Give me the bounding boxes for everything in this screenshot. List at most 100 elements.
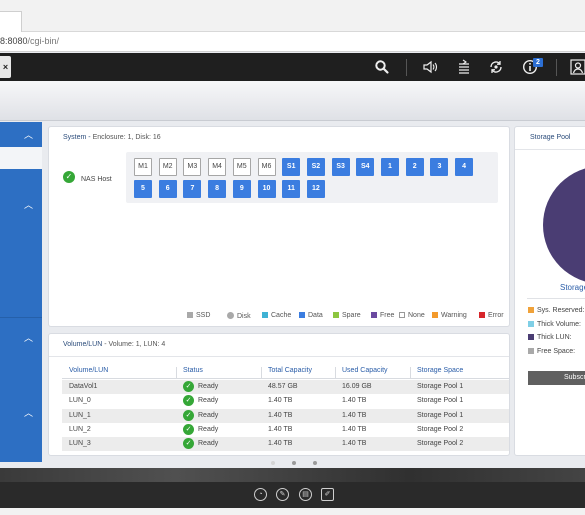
disk-slot[interactable]: 2 [405,158,424,176]
legend-label: Thick Volume: [537,320,581,328]
close-button[interactable]: × [0,56,11,78]
column-header[interactable]: Used Capacity [342,367,388,374]
column-header[interactable]: Volume/LUN [69,367,109,374]
legend-label: None [408,312,425,319]
disk-slot[interactable]: S1 [282,158,301,176]
browser-tabstrip [0,0,585,33]
chevron-up-icon[interactable]: ︿ [24,200,34,210]
storage-legend-item: Thick Volume: [528,320,581,328]
pager-dot-active[interactable] [271,461,275,465]
system-panel: System - Enclosure: 1, Disk: 16 ✓ NAS Ho… [48,126,510,327]
column-header[interactable]: Status [183,367,203,374]
legend-label: Warning [441,312,467,319]
table-row[interactable]: LUN_1 ✓ Ready 1.40 TB 1.40 TB Storage Pool 1 [62,408,509,423]
window-bottom-edge [0,508,585,515]
legend-swatch [528,307,534,313]
search-icon[interactable] [374,59,390,75]
disk-slot[interactable]: 5 [134,180,152,198]
chevron-up-icon[interactable]: ︿ [24,130,34,140]
address-bar[interactable]: 8:8080/cgi-bin/ [0,32,585,52]
sidebar: ︿ ︿ ︿ ︿ [0,122,42,462]
legend-label: Free Space: [537,348,576,356]
sidebar-divider [0,317,42,318]
disk-slot[interactable]: S2 [306,158,325,176]
legend-swatch [479,312,485,318]
chevron-up-icon[interactable]: ︿ [24,333,34,343]
disk-slot[interactable]: 9 [232,180,251,198]
browser-tab[interactable] [0,11,22,33]
pager-dot[interactable] [292,461,296,465]
disk-slot[interactable]: M5 [232,158,251,176]
legend-swatch [187,312,193,318]
stack-icon[interactable] [456,59,472,75]
disk-slot[interactable]: 8 [208,180,227,198]
table-cell: 1.40 TB [268,397,293,405]
disk-slot[interactable]: M1 [134,158,152,176]
disk-slot[interactable]: 6 [158,180,177,198]
edit-icon[interactable]: ✐ [321,488,334,501]
disk-slot[interactable]: 3 [430,158,449,176]
legend-swatch [262,312,268,318]
status-ok-icon: ✓ [183,438,194,450]
legend-label: Spare [342,312,361,319]
disk-slot[interactable]: M3 [183,158,202,176]
table-row[interactable]: LUN_3 ✓ Ready 1.40 TB 1.40 TB Storage Pool 2 [62,437,509,452]
disk-slot[interactable]: 1 [381,158,399,176]
sync-icon[interactable] [488,59,504,75]
sidebar-item-active[interactable] [0,147,42,169]
volume-panel: Volume/LUN - Volume: 1, LUN: 4 Volume/LU… [48,333,510,456]
table-row[interactable]: LUN_0 ✓ Ready 1.40 TB 1.40 TB Storage Pool 1 [62,394,509,408]
disk-slot[interactable]: 10 [257,180,276,198]
legend-item: Data [299,312,323,319]
storage-pool-caption: Storage [560,283,585,292]
legend-swatch [399,312,405,318]
table-row[interactable]: LUN_2 ✓ Ready 1.40 TB 1.40 TB Storage Pool 2 [62,423,509,437]
disk-slot[interactable]: S4 [356,158,375,176]
disk-slot[interactable]: 12 [306,180,325,198]
panel-divider [49,356,509,357]
volume-icon[interactable] [422,59,438,75]
status-text: Ready [198,440,219,448]
disk-slot[interactable]: 4 [455,158,474,176]
disk-slot[interactable]: 11 [282,180,301,198]
legend-item: Warning [432,312,467,319]
subscribe-button[interactable]: Subscr [528,371,585,385]
disk-slot[interactable]: M2 [158,158,177,176]
disk-slot[interactable]: 7 [183,180,202,198]
dashboard-icon[interactable]: ◔ [254,488,267,501]
table-cell: Storage Pool 2 [417,440,464,448]
status-ok-icon: ✓ [183,409,194,421]
pager-dot[interactable] [313,461,317,465]
disk-slot[interactable]: M6 [257,158,276,176]
topbar-separator [406,59,407,76]
table-cell: 1.40 TB [342,440,367,448]
chevron-up-icon[interactable]: ︿ [24,408,34,418]
volume-panel-title: Volume/LUN - Volume: 1, LUN: 4 [63,341,165,348]
storage-pool-pie [543,168,585,282]
tools-icon[interactable]: ✎ [276,488,289,501]
table-cell: LUN_1 [69,411,91,419]
legend-item: Error [479,312,504,319]
info-icon[interactable] [522,59,538,75]
legend-item: Disk [227,312,251,320]
table-cell: Storage Pool 2 [417,425,464,433]
status-ok-icon: ✓ [183,423,194,435]
user-icon[interactable] [570,59,585,75]
legend-label: Sys. Reserved: [537,307,585,314]
table-cell: 1.40 TB [268,425,293,433]
column-header[interactable]: Storage Space [417,367,464,374]
status-ok-icon: ✓ [183,395,194,407]
topbar-separator [556,59,557,76]
table-row[interactable]: DataVol1 ✓ Ready 48.57 GB 16.09 GB Storage Po… [62,380,509,394]
film-icon[interactable]: ▤ [299,488,312,501]
status-text: Ready [198,425,219,433]
legend-swatch [528,334,534,341]
legend-item: None [399,312,425,319]
table-cell: 1.40 TB [342,425,367,433]
disk-slot[interactable]: M4 [208,158,227,176]
pie-slice-thick-lun [543,168,585,282]
disk-slot[interactable]: S3 [331,158,350,176]
table-cell: 48.57 GB [268,383,298,390]
column-header[interactable]: Total Capacity [268,367,312,374]
disk-slot-area: M1 M2 M3 M4 M5 M6 S1 S2 S3 S4 1 2 3 4 5 6 7 8 9 10 11 12 [126,152,498,203]
